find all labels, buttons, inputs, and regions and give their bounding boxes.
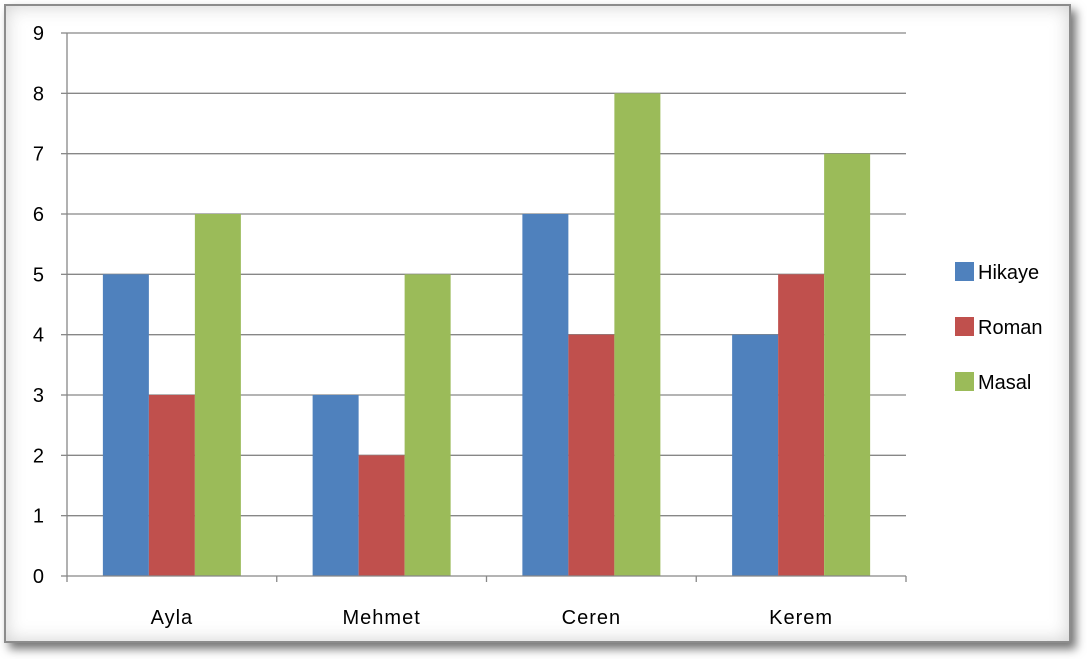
bar-roman-ceren (568, 334, 615, 576)
bar-masal-ayla (194, 214, 241, 576)
bar-hikaye-mehmet (312, 395, 359, 576)
legend-swatch-masal (955, 372, 974, 391)
bar-masal-ceren (614, 93, 661, 576)
y-tick-label: 5 (33, 264, 44, 286)
bar-hikaye-ceren (522, 214, 569, 576)
bars (102, 93, 871, 576)
x-category-labels: Ayla Mehmet Ceren Kerem (151, 607, 833, 629)
y-tick-label: 6 (33, 204, 44, 226)
legend-label-masal: Masal (978, 372, 1031, 394)
y-tick-label: 2 (33, 445, 44, 467)
axes (61, 32, 907, 582)
legend-label-hikaye: Hikaye (978, 262, 1039, 284)
y-tick-label: 8 (33, 83, 44, 105)
x-category-label: Ayla (151, 607, 194, 629)
bar-roman-ayla (148, 395, 195, 576)
x-category-label: Ceren (562, 607, 621, 629)
y-tick-label: 9 (33, 23, 44, 45)
bar-hikaye-kerem (732, 334, 779, 576)
bar-masal-mehmet (404, 274, 451, 576)
bar-roman-mehmet (358, 455, 405, 576)
legend-swatch-roman (955, 317, 974, 336)
y-tick-labels: 0 1 2 3 4 5 6 7 8 9 (33, 23, 44, 588)
y-tick-label: 4 (33, 325, 44, 347)
x-category-label: Kerem (769, 607, 833, 629)
y-tick-label: 1 (33, 506, 44, 528)
legend: Hikaye Roman Masal (955, 262, 1042, 394)
bar-hikaye-ayla (102, 274, 149, 576)
bar-masal-kerem (824, 153, 871, 576)
y-tick-label: 7 (33, 144, 44, 166)
legend-swatch-hikaye (955, 262, 974, 281)
y-tick-label: 0 (33, 566, 44, 588)
y-tick-label: 3 (33, 385, 44, 407)
x-category-label: Mehmet (343, 607, 421, 629)
bar-roman-kerem (778, 274, 825, 576)
legend-label-roman: Roman (978, 317, 1042, 339)
